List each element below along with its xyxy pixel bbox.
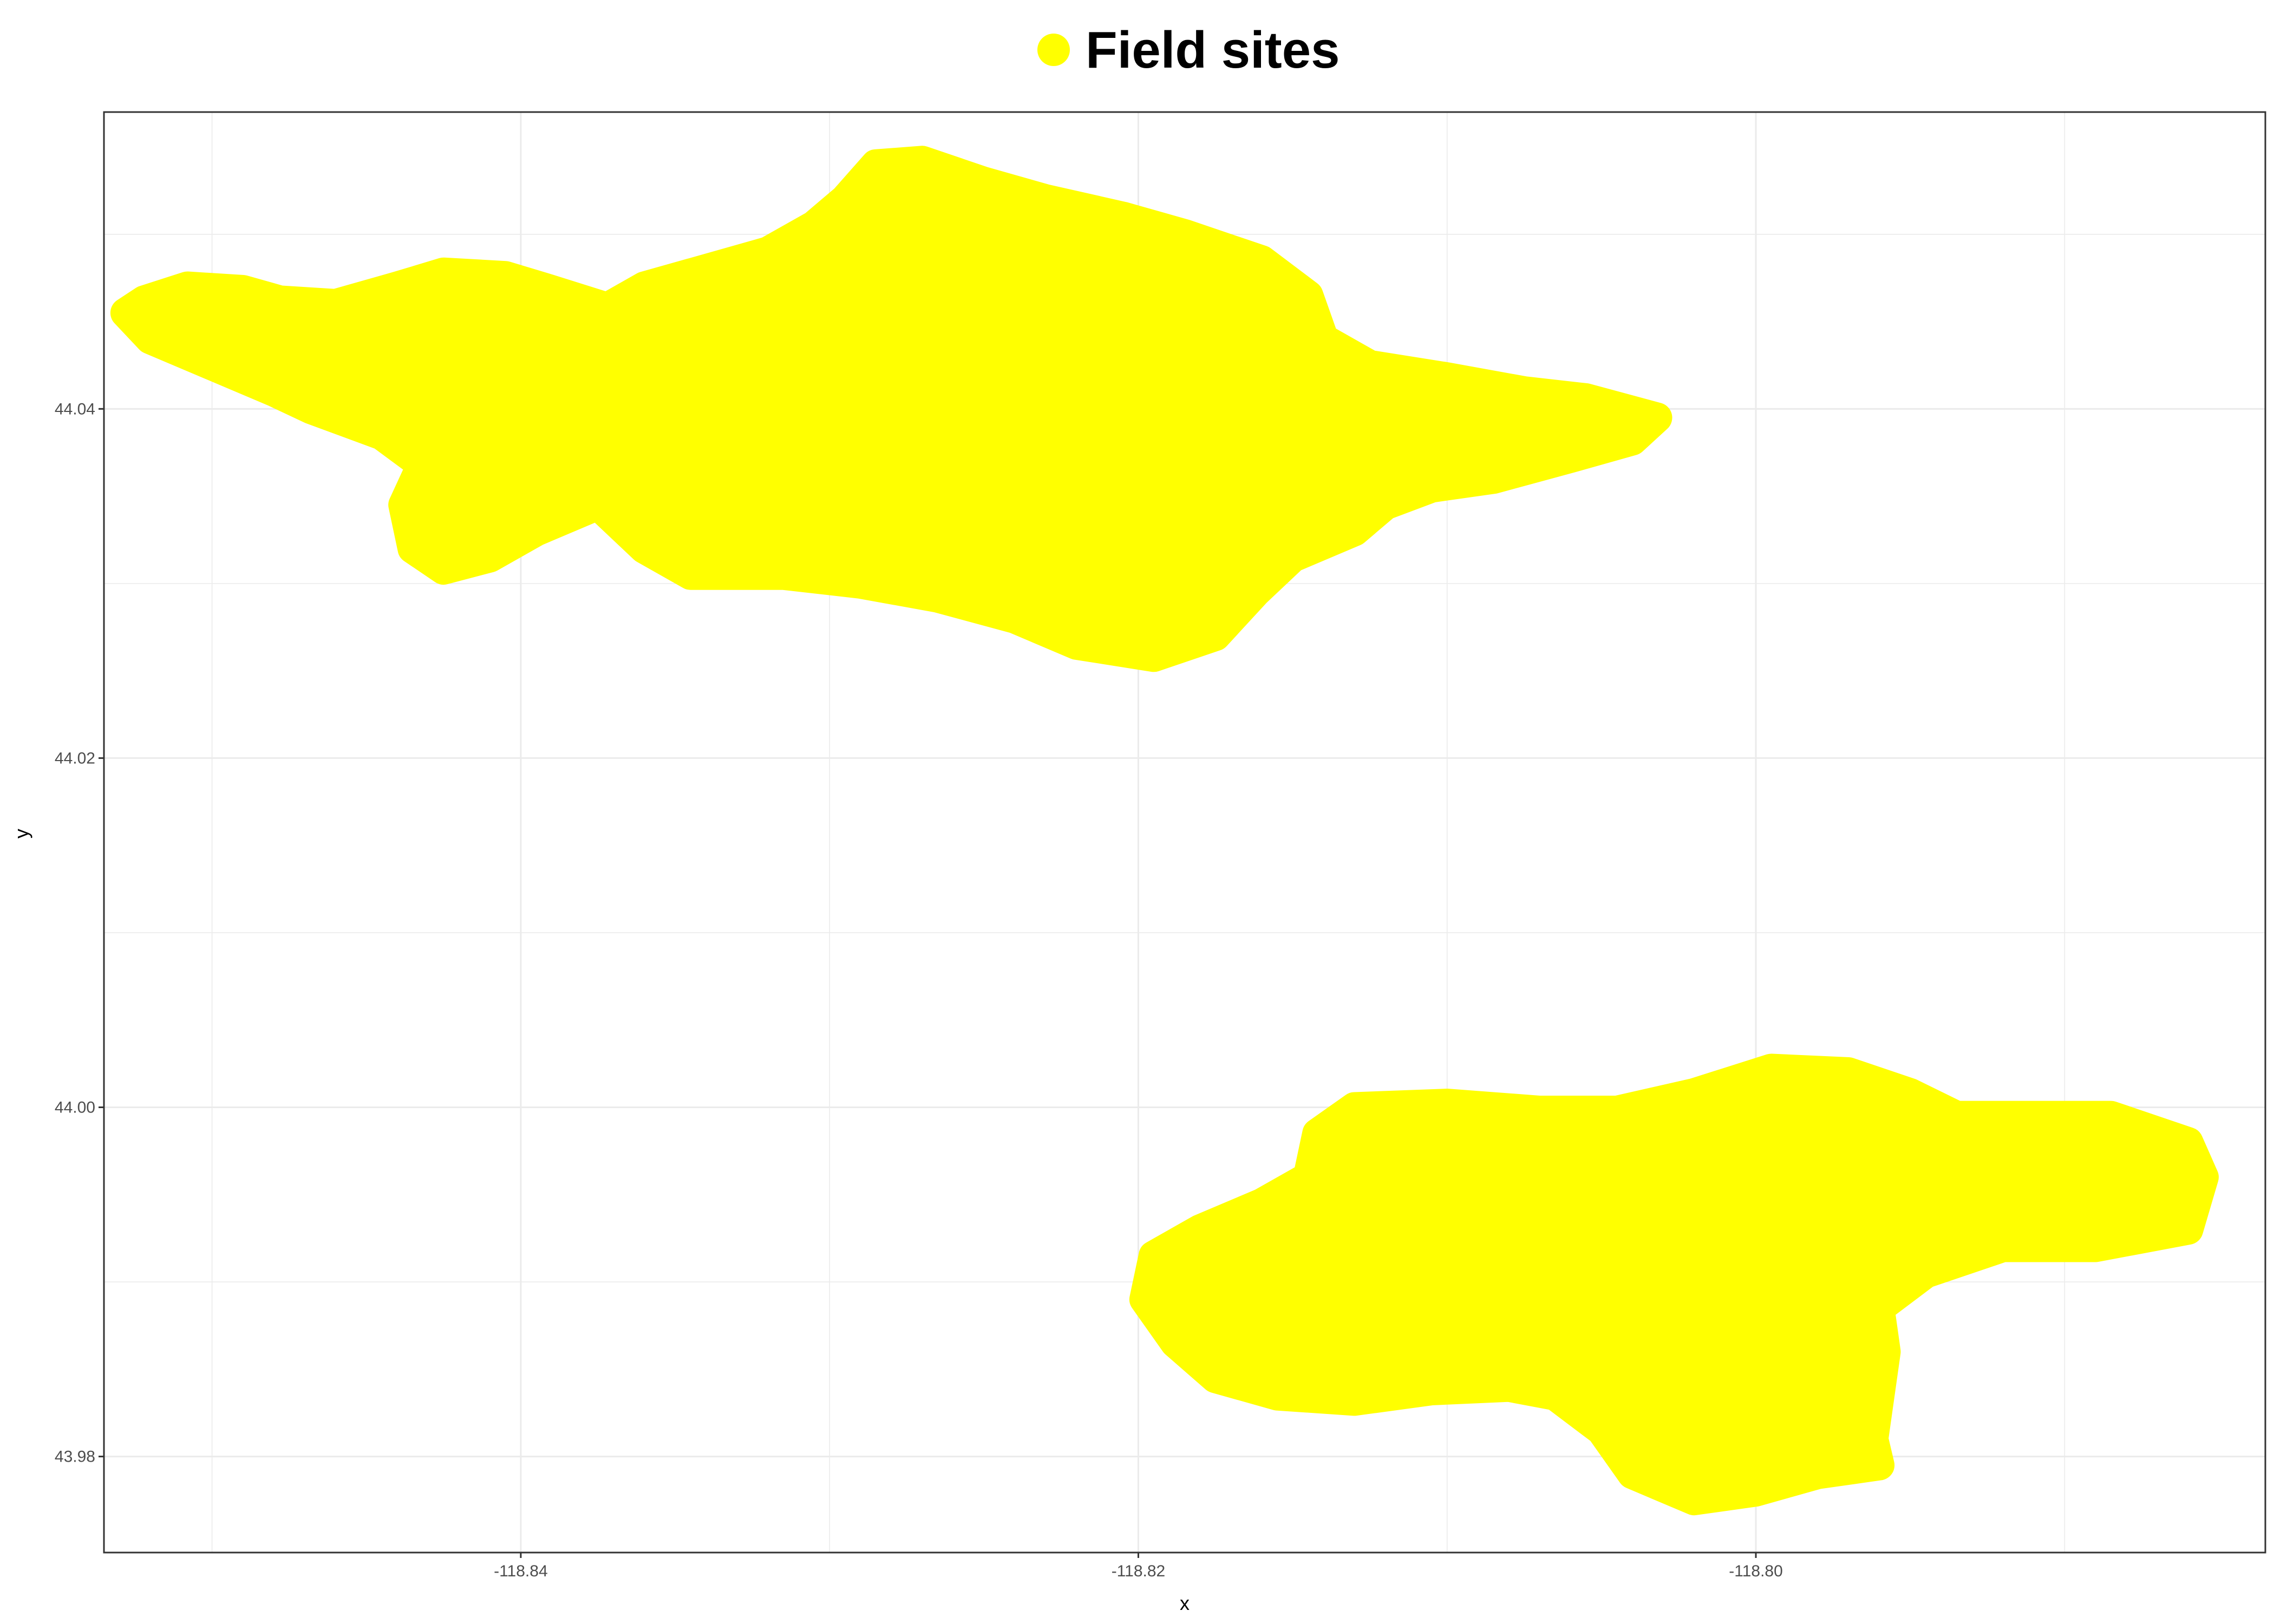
y-tick-label: 43.98	[55, 1448, 95, 1466]
y-axis: 43.98 44.00 44.02 44.04	[55, 400, 104, 1466]
legend-marker	[1037, 34, 1070, 66]
legend-label: Field sites	[1086, 21, 1340, 79]
field-sites	[110, 146, 2219, 1516]
y-axis-title: y	[10, 829, 32, 839]
y-tick-label: 44.02	[55, 749, 95, 767]
x-axis-title: x	[1180, 1592, 1190, 1614]
x-axis: -118.84 -118.82 -118.80	[494, 1553, 1783, 1580]
x-tick-label: -118.82	[1112, 1562, 1166, 1580]
y-tick-label: 44.04	[55, 400, 95, 418]
y-tick-label: 44.00	[55, 1099, 95, 1117]
field-site-region	[1129, 1053, 2219, 1516]
x-tick-label: -118.84	[494, 1562, 548, 1580]
field-site-region	[110, 146, 1672, 672]
plot-border	[103, 111, 2266, 1554]
legend: Field sites	[1037, 21, 1340, 79]
x-tick-label: -118.80	[1729, 1562, 1783, 1580]
